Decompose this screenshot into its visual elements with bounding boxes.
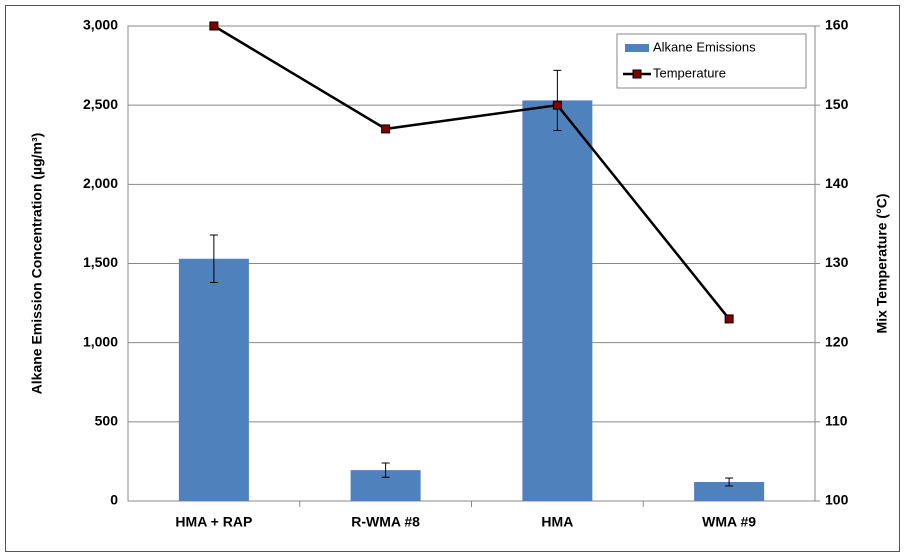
error-bar: [553, 69, 562, 131]
legend-marker: [632, 69, 642, 79]
error-bar: [725, 477, 734, 487]
bar: [694, 482, 765, 501]
y-tick-label: 2,500: [83, 96, 118, 112]
x-tick-label: HMA: [541, 514, 573, 530]
y2-tick-label: 110: [825, 413, 848, 429]
error-bar: [381, 462, 390, 478]
legend-label: Alkane Emissions: [653, 39, 756, 54]
y-tick-label: 2,000: [83, 175, 118, 191]
legend-box: [616, 33, 807, 89]
marker: [724, 314, 734, 324]
bar: [522, 100, 593, 502]
legend-swatch: [625, 44, 649, 52]
y-tick-label: 1,000: [83, 333, 118, 349]
chart-frame: [5, 5, 900, 552]
bar: [178, 258, 249, 501]
legend-label: Temperature: [653, 65, 726, 80]
x-tick-label: HMA + RAP: [175, 514, 252, 530]
marker: [552, 100, 562, 110]
marker: [381, 124, 391, 134]
y2-tick-label: 140: [825, 175, 849, 191]
x-tick-label: R-WMA #8: [351, 514, 420, 530]
y2-tick-label: 100: [825, 492, 849, 508]
y-axis-title: Alkane Emission Concentration (µg/m³): [29, 133, 45, 395]
y2-axis-title: Mix Temperature (°C): [874, 194, 890, 334]
y-tick-label: 500: [95, 413, 119, 429]
line: [213, 24, 731, 320]
x-tick-label: WMA #9: [702, 514, 756, 530]
y-tick-label: 3,000: [83, 17, 118, 33]
y2-tick-label: 120: [825, 333, 849, 349]
marker: [209, 21, 219, 31]
y2-tick-label: 130: [825, 254, 849, 270]
y2-tick-label: 160: [825, 17, 849, 33]
y2-tick-label: 150: [825, 96, 849, 112]
error-bar: [209, 234, 218, 283]
y-tick-label: 1,500: [83, 254, 118, 270]
y-tick-label: 0: [110, 492, 118, 508]
